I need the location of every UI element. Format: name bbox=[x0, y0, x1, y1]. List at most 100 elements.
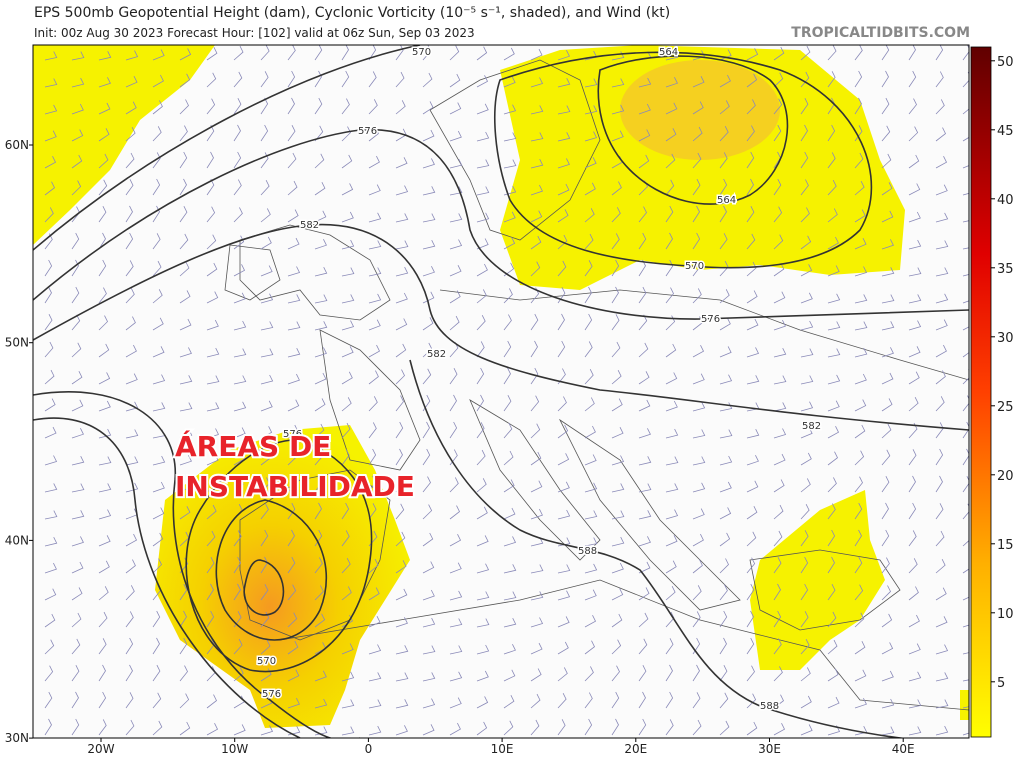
wind-barb bbox=[449, 368, 458, 385]
wind-barb bbox=[422, 672, 436, 682]
wind-barb bbox=[962, 45, 969, 61]
wind-barb bbox=[152, 558, 162, 574]
wind-barb bbox=[503, 695, 515, 709]
wind-barb bbox=[422, 45, 432, 61]
wind-barb bbox=[314, 585, 324, 601]
wind-barb bbox=[908, 475, 916, 493]
lat-label: 40N bbox=[5, 533, 29, 547]
wind-barb bbox=[881, 476, 890, 493]
lon-label: 10E bbox=[491, 742, 514, 756]
wind-barb bbox=[800, 45, 811, 61]
wind-barb bbox=[935, 370, 946, 385]
contour-label: 582 bbox=[427, 349, 446, 360]
wind-barb bbox=[395, 157, 408, 169]
wind-barb bbox=[908, 502, 917, 520]
wind-barb bbox=[44, 181, 56, 196]
annotation: INSTABILIDADE bbox=[175, 470, 415, 503]
wind-barb bbox=[719, 665, 728, 682]
wind-barb bbox=[881, 642, 894, 655]
wind-barb bbox=[422, 129, 435, 142]
wind-barb bbox=[260, 265, 273, 277]
wind-barb bbox=[476, 186, 490, 196]
wind-barb bbox=[530, 617, 544, 628]
wind-barb bbox=[152, 74, 164, 88]
wind-barb bbox=[71, 456, 85, 466]
wind-barb bbox=[179, 610, 187, 628]
wind-barb bbox=[665, 509, 679, 520]
contour-label: 588 bbox=[760, 701, 779, 712]
wind-barb bbox=[719, 74, 731, 88]
wind-barb bbox=[233, 667, 244, 682]
wind-barb bbox=[746, 610, 754, 628]
wind-barb bbox=[98, 153, 109, 169]
wind-barb bbox=[719, 720, 730, 736]
wind-barb bbox=[341, 726, 355, 736]
wind-barb bbox=[665, 560, 677, 574]
contour-label: 570 bbox=[257, 656, 276, 667]
wind-barb bbox=[71, 587, 83, 601]
wind-barb bbox=[854, 209, 866, 223]
wind-barb bbox=[476, 263, 488, 277]
wind-barb bbox=[584, 666, 594, 682]
wind-barb bbox=[314, 529, 323, 547]
wind-barb bbox=[530, 340, 538, 358]
wind-barb bbox=[638, 612, 649, 628]
wind-barb bbox=[935, 267, 949, 277]
wind-barb bbox=[368, 448, 377, 466]
wind-barb bbox=[773, 348, 787, 358]
wind-barb bbox=[44, 51, 58, 61]
wind-barb bbox=[98, 719, 107, 736]
wind-barb bbox=[638, 129, 651, 142]
wind-barb bbox=[287, 321, 301, 331]
wind-barb bbox=[98, 287, 107, 304]
wind-barb bbox=[152, 100, 163, 115]
wind-barb bbox=[854, 502, 863, 520]
wind-barb bbox=[476, 506, 488, 520]
wind-barb bbox=[179, 637, 188, 655]
wind-barb bbox=[908, 98, 917, 115]
wind-barb bbox=[206, 610, 215, 628]
wind-barb bbox=[449, 73, 461, 88]
wind-barb bbox=[638, 456, 652, 466]
wind-barb bbox=[746, 557, 756, 574]
wind-barb bbox=[422, 589, 435, 601]
wind-barb bbox=[260, 503, 269, 520]
wind-barb bbox=[638, 587, 650, 601]
wind-barb bbox=[125, 559, 136, 574]
wind-barb bbox=[827, 477, 837, 493]
wind-barb bbox=[71, 77, 85, 88]
wind-barb bbox=[584, 233, 594, 250]
wind-barb bbox=[476, 75, 489, 88]
wind-barb bbox=[287, 266, 301, 277]
wind-barb bbox=[746, 48, 759, 61]
wind-barb bbox=[44, 398, 56, 412]
wind-barb bbox=[638, 428, 651, 439]
wind-barb bbox=[773, 638, 782, 655]
wind-barb bbox=[260, 611, 270, 628]
wind-barb bbox=[152, 317, 164, 331]
wind-barb bbox=[719, 532, 731, 547]
wind-barb bbox=[881, 529, 890, 547]
wind-barb bbox=[44, 562, 57, 574]
wind-barb bbox=[611, 427, 624, 439]
wind-barb bbox=[395, 343, 407, 358]
wind-barb bbox=[800, 375, 814, 385]
wind-barb bbox=[341, 558, 351, 574]
wind-barb bbox=[530, 451, 542, 466]
wind-barb bbox=[314, 557, 323, 574]
wind-barb bbox=[125, 585, 135, 601]
lon-label: 0 bbox=[365, 742, 373, 756]
latitude-labels: 60N 50N 40N 30N bbox=[5, 138, 33, 745]
wind-barb bbox=[908, 726, 922, 736]
wind-barb bbox=[341, 211, 354, 223]
wind-barb bbox=[476, 367, 485, 385]
wind-barb bbox=[827, 584, 836, 601]
wind-barb bbox=[530, 367, 539, 385]
wind-barb bbox=[98, 560, 110, 574]
wind-barb bbox=[773, 98, 783, 115]
wind-barb bbox=[287, 584, 297, 601]
wind-barb bbox=[584, 105, 598, 115]
wind-barb bbox=[962, 732, 969, 736]
wind-barb bbox=[368, 725, 382, 736]
wind-barb bbox=[152, 205, 160, 223]
